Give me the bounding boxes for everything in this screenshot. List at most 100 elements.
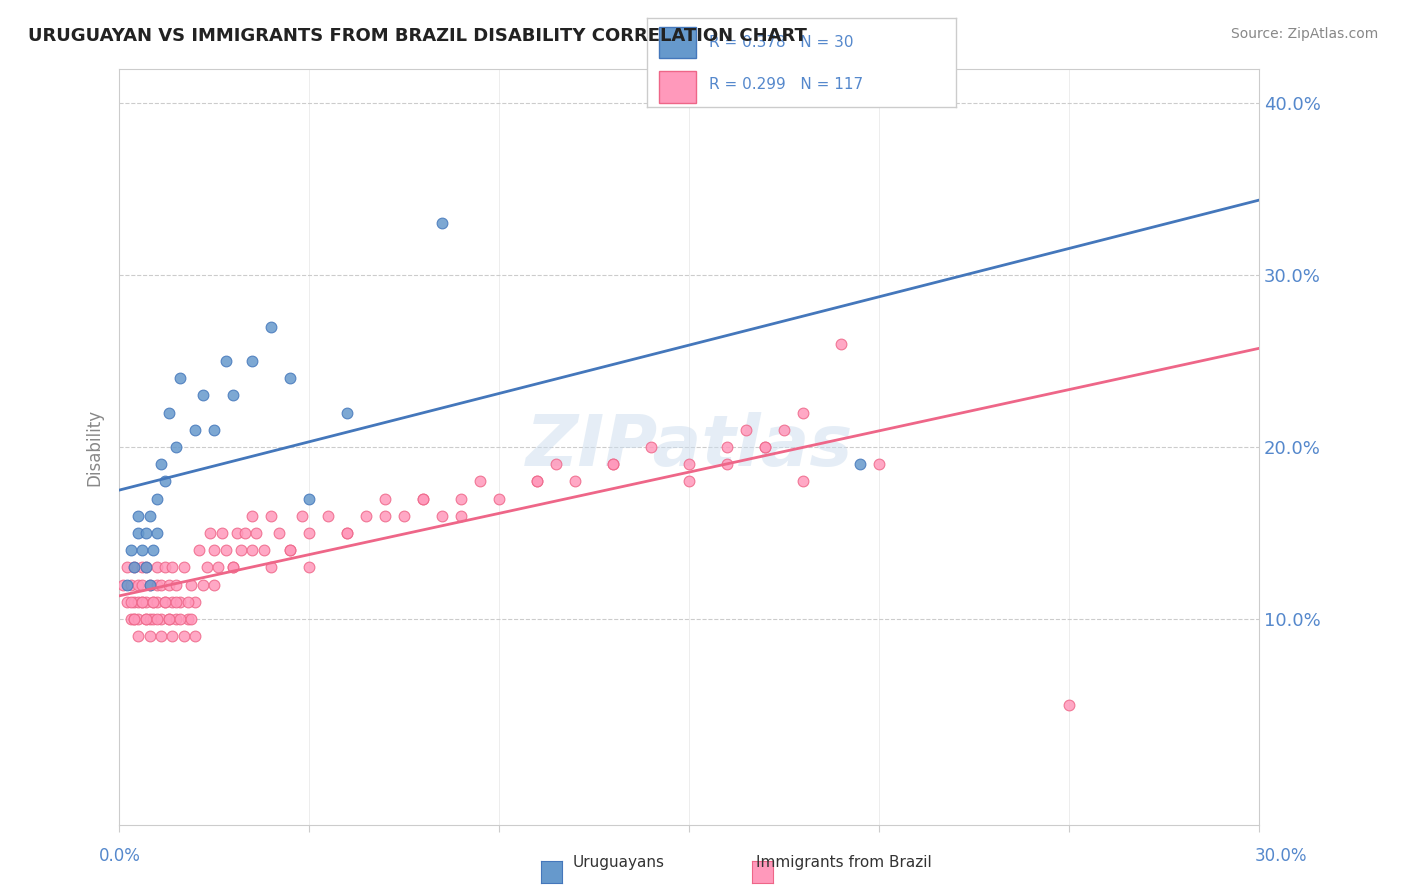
Point [150, 457, 173, 471]
Point [135, 560, 157, 574]
Point [124, 612, 146, 626]
Point [135, 560, 157, 574]
Point [298, 560, 321, 574]
Point [830, 336, 852, 351]
Point [138, 508, 160, 523]
Point [135, 612, 157, 626]
Point [773, 423, 796, 437]
Point [754, 440, 776, 454]
FancyBboxPatch shape [659, 27, 696, 58]
Point [430, 216, 453, 230]
Point [412, 491, 434, 506]
Point [138, 577, 160, 591]
Point [146, 595, 169, 609]
Point [267, 526, 290, 541]
Point [120, 577, 142, 591]
Text: 30.0%: 30.0% [1256, 847, 1308, 865]
Point [716, 440, 738, 454]
Point [138, 612, 160, 626]
Point [716, 457, 738, 471]
Point [849, 457, 872, 471]
Point [354, 508, 377, 523]
Point [260, 560, 283, 574]
Point [278, 543, 301, 558]
Point [316, 508, 339, 523]
Text: URUGUAYAN VS IMMIGRANTS FROM BRAZIL DISABILITY CORRELATION CHART: URUGUAYAN VS IMMIGRANTS FROM BRAZIL DISA… [28, 27, 807, 45]
Point [222, 560, 245, 574]
Point [157, 577, 180, 591]
Point [253, 543, 276, 558]
Point [240, 354, 263, 368]
Point [526, 475, 548, 489]
Point [150, 612, 173, 626]
Point [792, 475, 814, 489]
Point [131, 577, 153, 591]
Point [127, 629, 149, 643]
Point [131, 560, 153, 574]
Point [131, 595, 153, 609]
Point [146, 577, 169, 591]
Point [374, 508, 396, 523]
Point [173, 560, 195, 574]
Point [165, 577, 187, 591]
Point [162, 595, 184, 609]
Point [127, 526, 149, 541]
Point [412, 491, 434, 506]
Point [278, 371, 301, 385]
Point [245, 526, 267, 541]
Point [278, 543, 301, 558]
Point [115, 595, 138, 609]
Point [450, 491, 472, 506]
Point [1057, 698, 1080, 712]
Point [169, 612, 191, 626]
Text: ZIPatlas: ZIPatlas [526, 412, 853, 482]
Point [184, 629, 207, 643]
Point [470, 475, 492, 489]
Point [157, 612, 180, 626]
Point [153, 560, 176, 574]
Point [120, 595, 142, 609]
Point [115, 560, 138, 574]
Point [202, 577, 225, 591]
Point [150, 577, 173, 591]
Point [162, 560, 184, 574]
Point [336, 406, 359, 420]
Point [124, 595, 146, 609]
Point [124, 612, 146, 626]
Point [142, 595, 165, 609]
Point [392, 508, 415, 523]
Point [162, 629, 184, 643]
Point [176, 595, 198, 609]
Point [430, 508, 453, 523]
Point [169, 371, 191, 385]
Point [153, 475, 176, 489]
Point [169, 595, 191, 609]
Point [131, 595, 153, 609]
Text: Uruguayans: Uruguayans [572, 855, 665, 870]
Point [124, 560, 146, 574]
Point [184, 423, 207, 437]
Point [146, 491, 169, 506]
Point [868, 457, 890, 471]
Point [150, 629, 173, 643]
Point [180, 577, 202, 591]
Point [157, 406, 180, 420]
Point [260, 508, 283, 523]
Point [298, 526, 321, 541]
Point [146, 526, 169, 541]
Point [222, 388, 245, 402]
Point [214, 543, 236, 558]
Point [173, 629, 195, 643]
Point [165, 440, 187, 454]
Point [754, 440, 776, 454]
Point [180, 612, 202, 626]
Point [374, 491, 396, 506]
Point [195, 560, 218, 574]
Point [564, 475, 586, 489]
Point [240, 543, 263, 558]
Point [191, 388, 214, 402]
Point [135, 526, 157, 541]
Point [146, 612, 169, 626]
Point [602, 457, 624, 471]
Point [207, 560, 229, 574]
